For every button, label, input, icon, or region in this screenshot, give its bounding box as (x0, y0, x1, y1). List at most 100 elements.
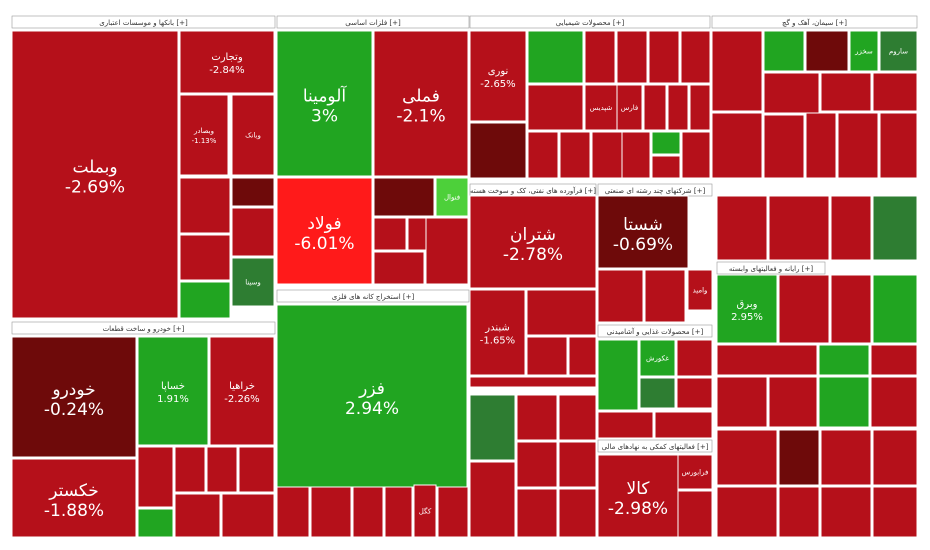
stock-label: فزر (358, 379, 385, 399)
sector-header[interactable] (276, 289, 470, 303)
sector-group: شرکتهای چند رشته ای صنعتی [+] شستا-0.69% و… (597, 183, 713, 311)
sector-title: خودرو و ساخت قطعات [+] (103, 325, 185, 333)
stock-label: وتجارت (211, 52, 243, 63)
filler-tile (870, 344, 918, 376)
sector-group: رایانه و فعالیتهای وابسته [+] وبرق 2.95% (716, 261, 826, 344)
filler-tile (558, 394, 597, 441)
filler-tile (778, 274, 830, 344)
filler-tile (558, 441, 597, 488)
stock-tile[interactable] (276, 304, 468, 488)
sector-title: فلزات اساسی [+] (345, 19, 401, 27)
stock-change: 1.91% (157, 394, 189, 405)
sector-title: شرکتهای چند رشته ای صنعتی [+] (605, 187, 706, 195)
sector-header[interactable] (597, 324, 713, 338)
filler-tile (651, 155, 681, 179)
stock-tile[interactable] (469, 289, 526, 376)
filler-tile (174, 493, 221, 538)
stock-label: شبندر (484, 323, 510, 334)
filler-tile (238, 446, 275, 493)
stock-label: وبانک (245, 131, 261, 139)
stock-tile[interactable] (879, 30, 918, 72)
stock-tile[interactable] (11, 30, 179, 319)
stock-change: 2.95% (731, 312, 763, 323)
stock-label: خکستر (48, 481, 99, 501)
stock-label: شپدیس (590, 104, 613, 112)
stock-label: وبرق (737, 299, 758, 310)
stock-tile[interactable] (597, 454, 679, 538)
filler-tile (711, 112, 763, 179)
filler-tile (870, 376, 918, 428)
stock-tile[interactable] (276, 30, 373, 177)
stock-tile[interactable] (276, 177, 373, 285)
filler-tile (527, 30, 584, 84)
filler-tile (872, 72, 918, 112)
filler-tile (879, 112, 918, 179)
stock-change: -2.1% (396, 107, 445, 127)
stock-label: فارس (621, 104, 638, 112)
filler-tile (526, 289, 597, 336)
stock-tile[interactable] (11, 336, 137, 458)
stock-tile[interactable] (435, 177, 469, 217)
stock-label: وبملت (72, 158, 117, 178)
sector-header[interactable] (11, 15, 276, 29)
filler-tile (644, 269, 686, 323)
sector-group: بانکها و موسسات اعتباری [+] وبملت-2.69% وت… (11, 15, 276, 319)
stock-tile[interactable] (687, 269, 713, 311)
filler-tile (818, 376, 870, 428)
sector-title: سیمان، آهک و گچ [+] (782, 18, 847, 27)
sector-title: استخراج کانه های فلزی [+] (332, 293, 415, 301)
stock-tile[interactable] (616, 84, 643, 131)
filler-tile (179, 177, 231, 234)
filler-tile (716, 195, 768, 261)
stock-label: غکورش (646, 354, 669, 362)
stock-tile[interactable] (231, 257, 275, 307)
stock-tile[interactable] (179, 94, 229, 176)
stock-tile[interactable] (639, 339, 676, 377)
stock-tile[interactable] (231, 94, 275, 176)
filler-tile (830, 274, 872, 344)
stock-tile[interactable] (597, 195, 689, 269)
stock-tile[interactable] (716, 274, 778, 344)
sector-header[interactable] (11, 321, 276, 335)
sector-header[interactable] (469, 15, 711, 29)
stock-tile[interactable] (469, 195, 597, 289)
stock-tile[interactable] (373, 30, 469, 177)
stock-label: وسینا (245, 278, 261, 286)
stock-tile[interactable] (469, 30, 527, 122)
filler-tile (654, 411, 713, 439)
filler-tile (137, 446, 174, 508)
filler-tile (179, 281, 231, 319)
sector-group: سیمان، آهک و گچ [+] ساروم سخزر (711, 15, 918, 72)
filler-tile (820, 72, 872, 112)
filler-tile (437, 484, 469, 538)
filler-tile (689, 84, 711, 131)
stock-label: نوری (488, 66, 509, 77)
sector-header[interactable] (716, 261, 826, 275)
filler-tile (179, 234, 231, 281)
stock-tile[interactable] (179, 30, 275, 94)
sector-header[interactable] (276, 15, 470, 29)
sector-group: محصولات غذایی و آشامیدنی [+] غکورش (597, 324, 713, 377)
stock-label: وبصادر (193, 127, 214, 135)
sector-header[interactable] (711, 15, 918, 29)
stock-tile[interactable] (849, 30, 879, 72)
stock-tile[interactable] (11, 458, 137, 538)
stock-tile[interactable] (413, 484, 437, 538)
stock-change: -2.84% (209, 65, 244, 76)
stock-label: آلومینا (303, 85, 348, 107)
filler-tile (231, 177, 275, 207)
stock-change: -2.69% (65, 178, 125, 198)
filler-tile (352, 484, 384, 538)
stock-tile[interactable] (677, 454, 713, 490)
filler-tile (805, 30, 849, 72)
stock-label: فولاد (307, 214, 341, 234)
filler-tile (872, 429, 918, 486)
filler-tile (716, 429, 778, 486)
stock-tile[interactable] (137, 336, 209, 446)
stock-tile[interactable] (584, 84, 618, 131)
stock-change: -0.69% (613, 235, 673, 255)
sector-header[interactable] (597, 439, 713, 453)
sector-title: رایانه و فعالیتهای وابسته [+] (729, 265, 813, 273)
stock-tile[interactable] (209, 336, 275, 446)
sector-group: خودرو و ساخت قطعات [+] خودرو-0.24% خساپا 1.… (11, 321, 276, 538)
